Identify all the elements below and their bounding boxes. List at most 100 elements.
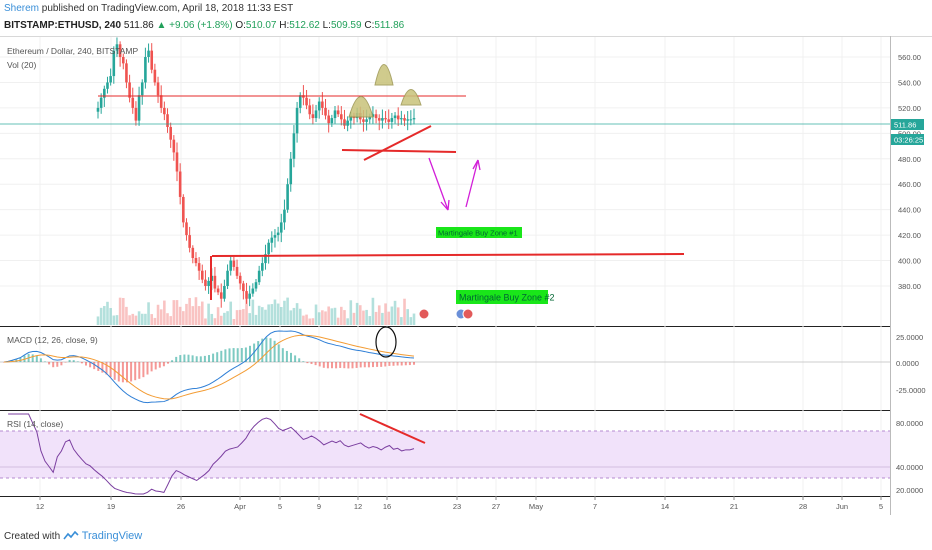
volume-bar	[305, 314, 308, 325]
macd-cross-circle[interactable]	[375, 326, 397, 358]
neckline[interactable]	[341, 149, 457, 153]
macd-hist-bar	[216, 352, 219, 362]
author-link[interactable]: Sherem	[4, 3, 40, 14]
time-tick-label: 5	[278, 502, 282, 511]
macd-hist-bar	[413, 362, 415, 365]
candle-body	[156, 82, 160, 96]
price-tick-label: 440.00	[898, 206, 921, 215]
price-axis[interactable]: 560.00 540.00 520.00 500.00 480.00 460.00 440.…	[898, 53, 921, 291]
rsi-divergence-line[interactable]	[359, 413, 426, 444]
macd-hist-bar	[367, 362, 370, 368]
candle-body	[384, 118, 387, 120]
macd-hist-bar	[199, 356, 202, 362]
volume-bar	[374, 311, 378, 325]
down-arrow[interactable]	[428, 157, 450, 211]
head-shape[interactable]	[374, 64, 394, 86]
candle-body	[172, 139, 176, 153]
candle-body	[321, 101, 324, 108]
volume-bar	[216, 307, 220, 325]
volume-bar	[340, 306, 343, 325]
macd-hist-bar	[335, 362, 338, 369]
macd-hist-bar	[220, 350, 223, 362]
time-tick-label: 14	[661, 502, 669, 511]
macd-legend: MACD (12, 26, close, 9)	[7, 335, 98, 345]
volume-bar	[223, 312, 226, 325]
volume-bar	[112, 315, 116, 325]
zone2-label[interactable]: Martingale Buy Zone #2	[459, 293, 555, 303]
candle-body	[115, 44, 119, 51]
volume-bar	[182, 311, 185, 325]
time-tick-label: 16	[383, 502, 391, 511]
candle-body	[204, 279, 207, 286]
zone1-label[interactable]: Martingale Buy Zone #1	[438, 229, 518, 238]
macd-hist-bar	[240, 348, 243, 362]
volume-bar	[251, 299, 255, 325]
macd-hist-bar	[326, 362, 329, 369]
up-arrow[interactable]	[465, 159, 481, 208]
right-shoulder-shape[interactable]	[400, 89, 422, 106]
candle-body	[295, 107, 299, 134]
price-badge-text: 511.86	[894, 121, 916, 130]
macd-hist-bar	[384, 362, 387, 367]
created-with-label: Created with	[4, 531, 61, 542]
volume-bar	[270, 304, 274, 325]
candle-body	[245, 291, 248, 299]
volume-bar	[248, 313, 251, 325]
macd-hist-bar	[236, 348, 239, 362]
macd-hist-bar	[265, 337, 268, 362]
candle-body	[279, 222, 283, 233]
rising-trendline[interactable]	[363, 125, 432, 161]
tradingview-link[interactable]: TradingView	[81, 530, 143, 542]
time-axis[interactable]: 12 19 26 Apr 5 9 12 16 23 27 May 7 14 21 28 Jun 5	[36, 496, 883, 511]
macd-hist-bar	[400, 362, 403, 366]
candle-body	[226, 270, 229, 286]
macd-hist-bar	[195, 356, 198, 362]
candle-body	[140, 82, 144, 96]
macd-hist-bar	[347, 362, 350, 369]
candle-body	[343, 119, 346, 126]
macd-hist-bar	[162, 362, 165, 367]
candle-body	[267, 242, 270, 255]
macd-hist-bar	[142, 362, 145, 378]
volume-bar	[358, 305, 362, 325]
macd-hist-bar	[281, 348, 284, 362]
last-price: 511.86	[123, 20, 154, 31]
macd-hist-bar	[392, 362, 395, 366]
volume-bar	[106, 301, 109, 325]
support-line[interactable]	[211, 253, 685, 257]
volume-bar	[355, 302, 359, 325]
candle-body	[144, 57, 147, 83]
candle-body	[118, 44, 122, 57]
volume-bar	[412, 313, 416, 325]
volume-bar	[153, 317, 157, 325]
macd-hist-bar	[257, 341, 260, 362]
volume-bar	[210, 313, 214, 325]
volume-bar	[377, 305, 381, 325]
volume-bar	[96, 316, 100, 325]
candle-body	[400, 118, 403, 120]
candle-body	[103, 88, 106, 98]
time-tick-label: 5	[879, 502, 883, 511]
candle-body	[232, 260, 236, 267]
volume-bar	[298, 308, 302, 325]
macd-hist-bar	[408, 362, 411, 366]
candle-body	[330, 118, 334, 124]
macd-hist-bar	[171, 360, 174, 362]
macd-hist-bar	[146, 362, 149, 375]
volume-bar	[279, 307, 283, 325]
macd-hist-bar	[117, 362, 120, 382]
candle-body	[182, 196, 185, 223]
horizontal-grid	[0, 56, 890, 287]
macd-tick-label: -25.0000	[896, 386, 926, 395]
event-icons[interactable]	[418, 308, 474, 320]
volume-bar	[273, 299, 277, 325]
macd-hist-bar	[89, 362, 92, 368]
price-tick-label: 420.00	[898, 231, 921, 240]
macd-hist-bar	[101, 362, 104, 373]
volume-legend: Vol (20)	[7, 60, 36, 70]
volume-bar	[238, 309, 242, 325]
candle-body	[251, 288, 255, 294]
volume-bar	[128, 315, 131, 325]
left-shoulder-shape[interactable]	[348, 96, 374, 118]
